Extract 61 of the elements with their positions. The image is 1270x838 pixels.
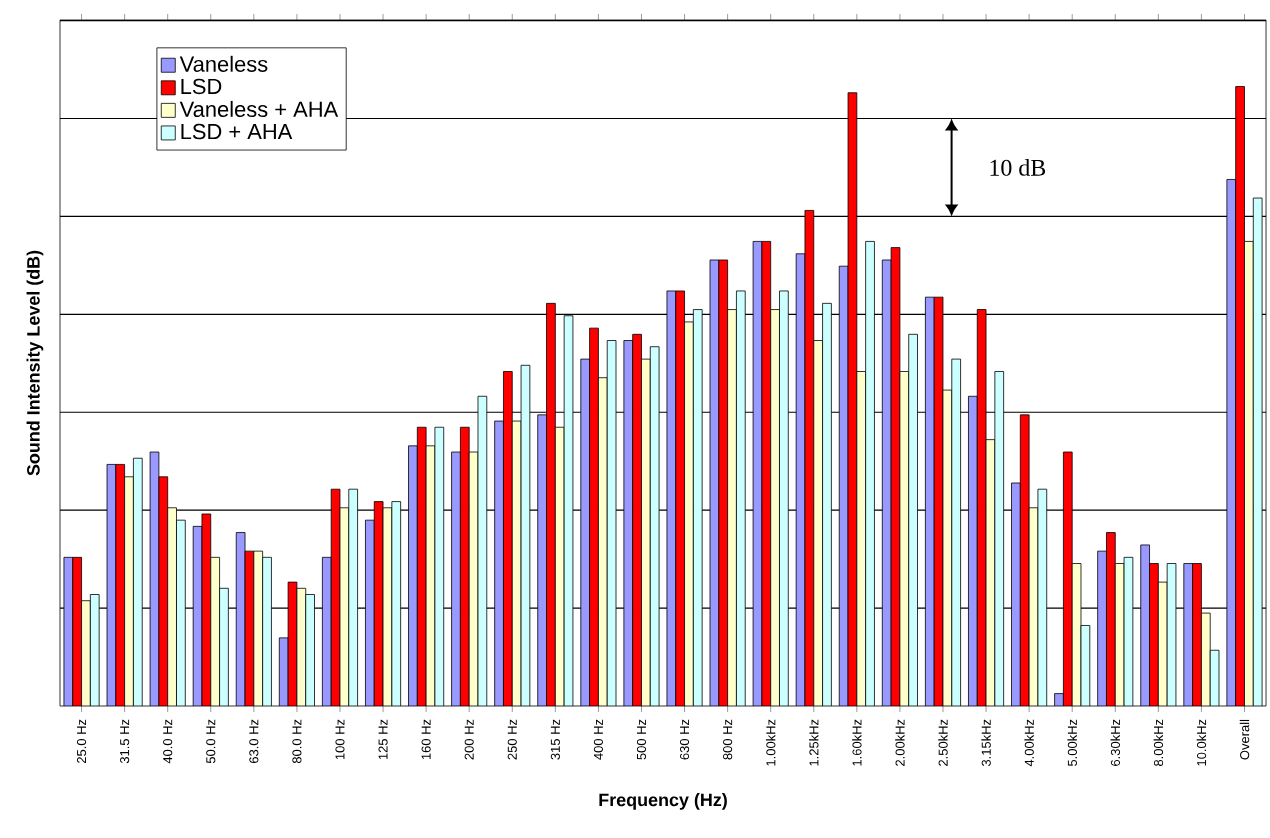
bar [537, 414, 547, 706]
bar [391, 501, 402, 706]
bar [692, 309, 703, 706]
legend-label: Vaneless [179, 55, 268, 72]
bar [115, 464, 126, 706]
bar [176, 519, 186, 706]
bar [1149, 563, 1159, 706]
bar [727, 309, 737, 706]
bar [675, 290, 685, 706]
bar [262, 556, 272, 706]
bar [1106, 532, 1116, 706]
annotation: 10 dB [990, 159, 1046, 176]
legend-label: LSD [181, 78, 222, 95]
bar [81, 600, 91, 706]
bar [632, 333, 642, 706]
bar [348, 488, 358, 706]
bar [1244, 241, 1254, 706]
bar [736, 290, 746, 706]
bar [598, 377, 608, 706]
bar [451, 451, 461, 706]
bar [1192, 563, 1202, 706]
bar [865, 241, 875, 706]
bar [641, 358, 651, 706]
legend-label: LSD + AHA [181, 123, 293, 140]
bar [167, 507, 177, 706]
bar [924, 296, 935, 706]
bar [546, 302, 556, 706]
bar [822, 302, 832, 706]
bar [133, 457, 143, 706]
bar [908, 333, 918, 706]
bar [503, 371, 513, 706]
bar [1235, 86, 1245, 706]
bar [494, 420, 504, 706]
bar [580, 358, 590, 706]
bar [968, 395, 978, 706]
bar [365, 519, 375, 706]
bar [1140, 544, 1150, 706]
bar [1183, 563, 1194, 706]
bar [253, 550, 264, 706]
bar [770, 309, 780, 706]
x-axis-title: Frequency (Hz) [599, 793, 727, 810]
bar [813, 340, 823, 706]
bar [718, 259, 729, 706]
y-axis-title: Sound Intensity Level (dB) [26, 250, 44, 476]
bar [321, 556, 332, 706]
bar [459, 426, 470, 706]
bar [1062, 451, 1073, 706]
bar [210, 556, 220, 706]
bar [408, 445, 418, 706]
bar [779, 290, 789, 706]
legend-label: Vaneless + AHA [179, 100, 339, 118]
bar [589, 327, 599, 706]
bar [219, 587, 229, 706]
bar [1097, 550, 1107, 706]
bar [951, 358, 961, 706]
bar [72, 556, 82, 706]
bar [124, 476, 134, 706]
bar [1011, 482, 1021, 706]
bar [684, 321, 694, 706]
bar [856, 371, 867, 706]
bar [305, 594, 315, 706]
